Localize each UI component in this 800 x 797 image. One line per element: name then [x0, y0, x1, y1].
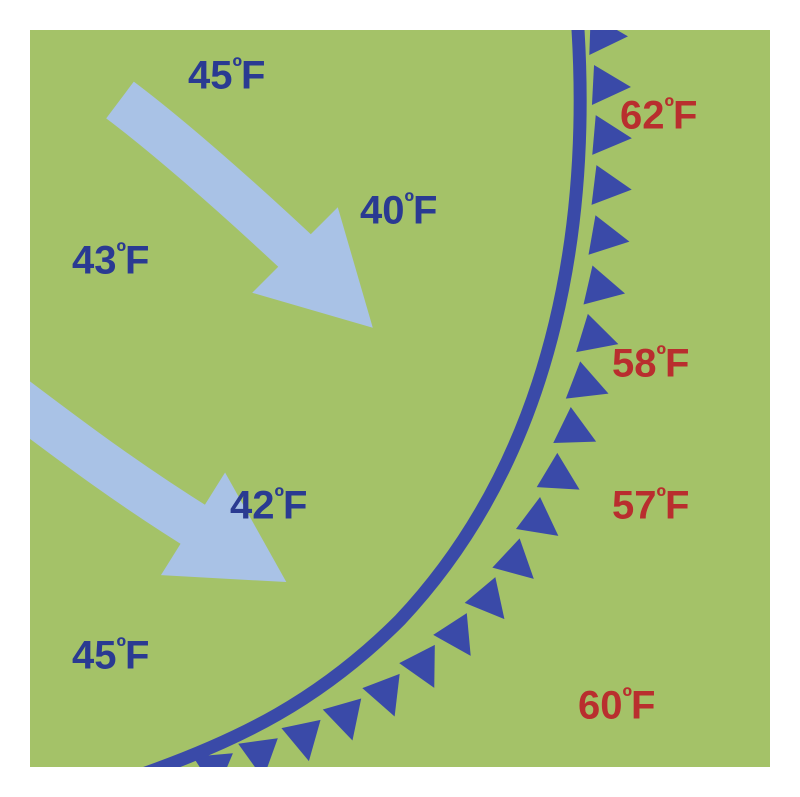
- warm-temp-label-1: 58ºF: [612, 338, 689, 386]
- temp-unit: F: [125, 238, 149, 282]
- temp-unit: F: [125, 633, 149, 677]
- temp-unit: F: [241, 53, 265, 97]
- cold-temp-label-4: 45ºF: [72, 630, 149, 678]
- temp-value: 45: [72, 633, 117, 677]
- warm-temp-label-0: 62ºF: [620, 90, 697, 138]
- temp-unit: F: [665, 483, 689, 527]
- cold-temp-label-1: 43ºF: [72, 235, 149, 283]
- temp-value: 60: [578, 683, 623, 727]
- warm-temp-label-3: 60ºF: [578, 680, 655, 728]
- temp-unit: F: [673, 93, 697, 137]
- degree-symbol: º: [117, 631, 126, 661]
- temp-unit: F: [665, 341, 689, 385]
- temp-value: 43: [72, 238, 117, 282]
- degree-symbol: º: [665, 91, 674, 121]
- temp-value: 57: [612, 483, 657, 527]
- degree-symbol: º: [117, 236, 126, 266]
- temp-unit: F: [283, 483, 307, 527]
- temp-value: 45: [188, 53, 233, 97]
- temp-value: 58: [612, 341, 657, 385]
- degree-symbol: º: [657, 339, 666, 369]
- temp-value: 42: [230, 483, 275, 527]
- cold-temp-label-0: 45ºF: [188, 50, 265, 98]
- temp-unit: F: [631, 683, 655, 727]
- diagram-canvas: 45ºF43ºF40ºF42ºF45ºF62ºF58ºF57ºF60ºF: [30, 30, 770, 767]
- degree-symbol: º: [275, 481, 284, 511]
- degree-symbol: º: [623, 681, 632, 711]
- cold-temp-label-3: 42ºF: [230, 480, 307, 528]
- degree-symbol: º: [657, 481, 666, 511]
- cold-temp-label-2: 40ºF: [360, 185, 437, 233]
- warm-temp-label-2: 57ºF: [612, 480, 689, 528]
- temp-unit: F: [413, 188, 437, 232]
- degree-symbol: º: [233, 51, 242, 81]
- temp-value: 62: [620, 93, 665, 137]
- temp-value: 40: [360, 188, 405, 232]
- degree-symbol: º: [405, 186, 414, 216]
